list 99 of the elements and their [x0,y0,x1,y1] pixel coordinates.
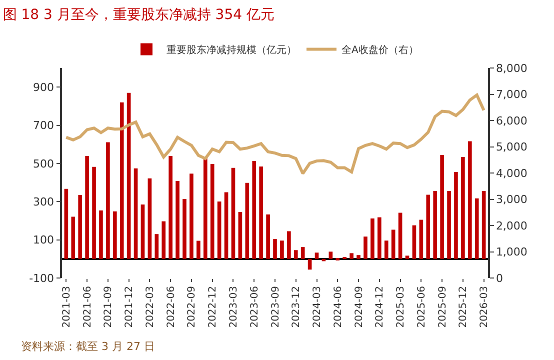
bar [440,155,444,259]
bar [120,102,124,259]
y2-tick-label: 3,000 [496,193,528,206]
y-tick-label: 100 [33,234,54,247]
bar [168,156,172,259]
bar [433,190,438,259]
x-tick-label: 2025-12 [458,286,470,328]
bar [92,166,96,259]
legend-label: 全A收盘价（右） [342,44,418,56]
bar [112,211,117,259]
x-tick-label: 2024-03 [312,286,324,328]
bar [162,221,166,259]
y2-tick-label: 4,000 [496,166,528,180]
bar [224,192,228,259]
y-tick-label: 900 [33,80,54,94]
x-tick-label: 2021-12 [124,286,136,328]
bar [134,168,138,259]
bar [398,212,402,259]
bar [245,182,250,259]
bar [308,258,312,270]
bar [391,230,396,259]
bar [356,255,360,259]
y-tick-label: 700 [33,119,54,132]
y-tick-label: 300 [33,195,54,208]
bar [190,174,194,259]
bar [364,236,368,259]
y2-tick-label: 7,000 [496,88,528,102]
bar [217,201,222,259]
bar [273,239,277,259]
x-tick-label: 2024-12 [374,286,386,328]
y2-tick-label: 2,000 [496,219,528,232]
x-tick-label: 2022-09 [186,286,198,328]
x-tick-label: 2026-03 [479,286,490,328]
bar [259,166,263,259]
x-tick-label: 2024-06 [332,286,344,328]
y-tick-label: -100 [29,272,54,285]
bar [252,160,256,259]
bar [231,168,236,259]
x-tick-label: 2025-03 [396,286,407,328]
bar [412,225,416,259]
x-tick-label: 2023-03 [228,286,240,328]
bar [294,250,298,259]
bar [148,178,152,259]
x-tick-label: 2022-06 [166,286,177,328]
bar [140,204,145,259]
x-tick-label: 2023-12 [291,286,302,328]
bar [468,141,472,259]
x-tick-label: 2021-06 [82,286,94,328]
bar [461,156,465,259]
bar [210,164,214,259]
bar [378,217,382,259]
bar [203,158,208,259]
bar [370,218,374,259]
x-tick-label: 2022-12 [208,286,219,328]
bar [71,216,76,259]
bar [300,247,305,259]
legend-label: 重要股东净减持规模（亿元） [166,44,296,56]
y-tick-label: 500 [33,157,54,170]
bar [106,142,110,259]
y2-tick-label: 5,000 [496,140,528,154]
bar [447,190,451,259]
text: 资料来源：截至 3 月 27 日 [21,340,155,353]
bar [182,198,186,259]
x-tick-label: 2023-09 [270,286,282,328]
bar [474,198,479,259]
bar [85,156,89,259]
y2-tick-label: 8,000 [496,62,528,75]
bar [482,190,486,259]
bar [99,210,103,259]
line-series [64,94,486,176]
x-tick-label: 2021-03 [61,286,72,328]
bar [176,181,180,259]
x-tick-label: 2025-09 [437,286,448,328]
bar [454,172,458,259]
bar [154,234,159,259]
bar [126,92,131,259]
bar [405,256,410,259]
bar [426,194,430,259]
bar [419,220,424,259]
bar [384,240,388,259]
bar [64,188,68,259]
y2-tick-label: 0 [496,272,503,285]
x-tick-label: 2022-03 [144,286,156,328]
bar [238,212,242,259]
bar [287,231,291,259]
x-tick-label: 2024-09 [354,286,365,328]
x-tick-label: 2023-06 [249,286,260,328]
y2-tick-label: 1,000 [496,246,528,259]
x-tick-label: 2025-06 [416,286,428,328]
bar [314,252,319,259]
bar [328,252,333,259]
bar [280,240,284,259]
bar [350,253,354,259]
bar [78,194,82,259]
bar [196,240,200,259]
x-tick-label: 2021-09 [103,286,114,328]
bar [266,214,270,259]
chart-title: 图 18 3 月至今，重要股东净减持 354 亿元 [2,6,274,23]
y2-tick-label: 6,000 [496,114,528,128]
